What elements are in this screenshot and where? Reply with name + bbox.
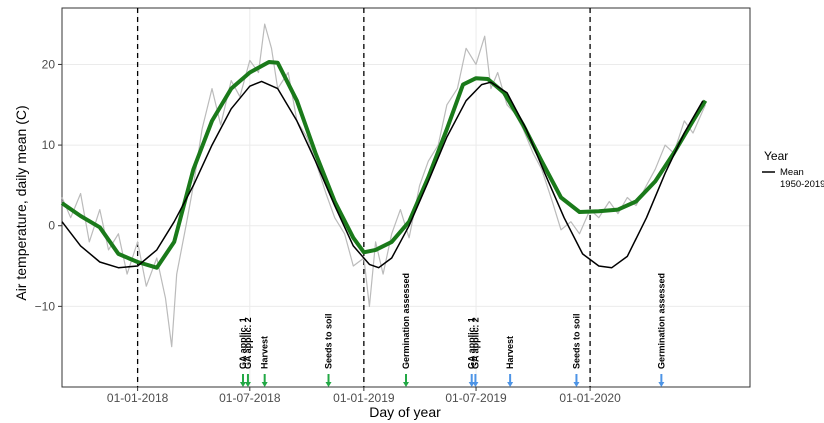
event-label: GA applic. 2 (243, 317, 253, 369)
event-label: GA applic. 1 (467, 317, 477, 369)
event-arrow-head (403, 382, 409, 387)
y-tick-label: 20 (42, 57, 56, 71)
x-tick-label: 01-01-2019 (333, 391, 395, 405)
x-tick-label: 01-07-2019 (445, 391, 507, 405)
event-arrow-head (472, 382, 479, 387)
x-tick-label: 01-01-2018 (107, 391, 169, 405)
legend-title: Year (764, 149, 788, 163)
event-arrow-head (325, 382, 332, 387)
event-label: Seeds to soil (571, 313, 581, 369)
event-label: GA applic. 1 (238, 317, 248, 369)
axis-ticks: 01-01-2018 01-07-2018 01-01-2019 01-07-2019… (35, 57, 621, 405)
y-tick-label: 0 (48, 219, 55, 233)
event-label: Seeds to soil (324, 313, 334, 369)
y-tick-label: −10 (35, 299, 56, 313)
event-label: Germination assessed (656, 273, 666, 369)
series-lines (60, 23, 708, 348)
y-axis-title: Air temperature, daily mean (C) (13, 105, 29, 300)
event-arrow-head (658, 382, 665, 387)
x-tick-label: 01-07-2018 (219, 391, 281, 405)
event-arrow-head (261, 382, 268, 387)
event-arrow-head (573, 382, 580, 387)
legend-label-period: 1950-2019 (780, 179, 824, 190)
event-label: GA applic. 2 (470, 317, 480, 369)
event-label: Harvest (505, 336, 515, 369)
year-boundary-lines (136, 8, 591, 387)
event-label: Germination assessed (401, 273, 411, 369)
y-tick-label: 10 (42, 138, 56, 152)
series-line-mean-1950-2019 (61, 80, 704, 269)
series-line-smoothed (60, 60, 708, 270)
event-arrow-head (507, 382, 514, 387)
legend-label-mean: Mean (780, 167, 804, 178)
legend: Year Mean 1950-2019 (762, 149, 824, 190)
event-arrow-head (239, 382, 246, 387)
event-annotations: GA applic. 1GA applic. 2 Harvest Seeds to … (238, 273, 666, 387)
x-tick-label: 01-01-2020 (559, 391, 621, 405)
series-line-daily (61, 23, 706, 348)
event-arrow-head (244, 382, 251, 387)
event-label: Harvest (260, 336, 270, 369)
x-axis-title: Day of year (369, 404, 441, 420)
